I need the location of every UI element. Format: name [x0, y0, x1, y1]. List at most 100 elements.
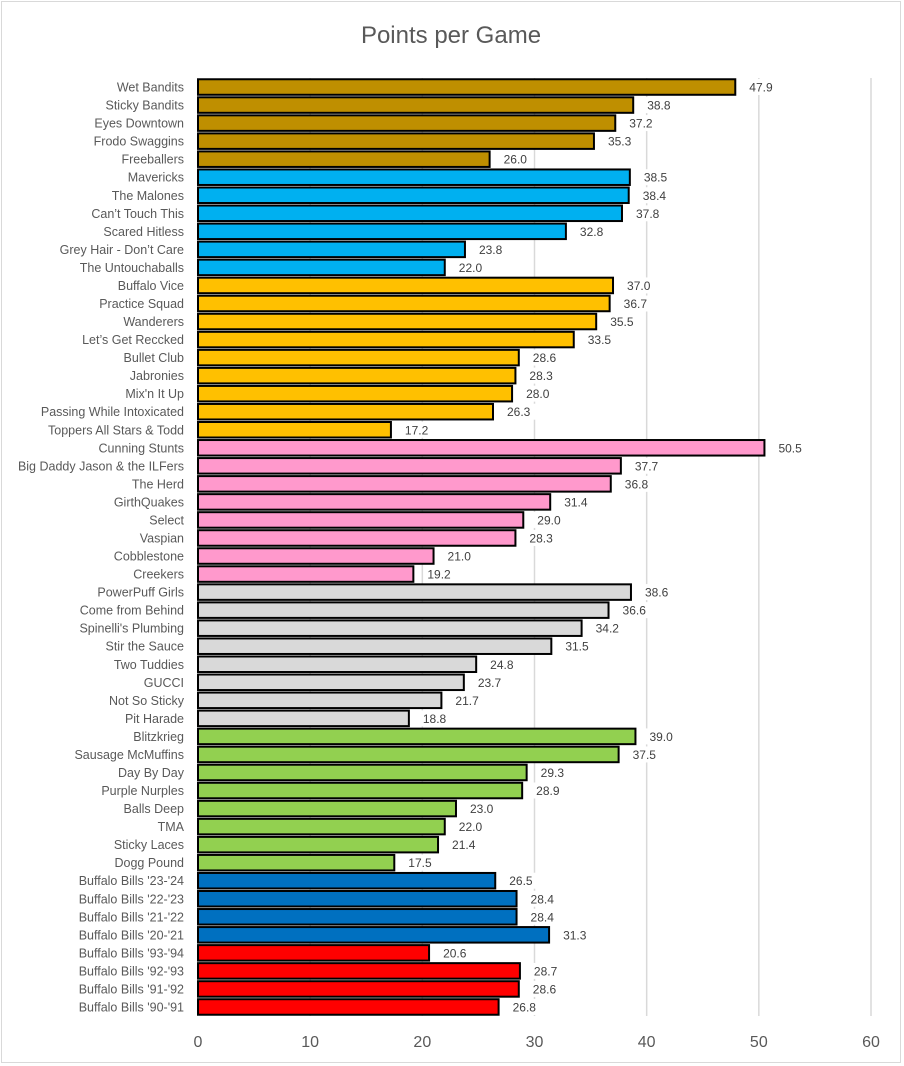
value-label-background [559, 926, 594, 943]
bar [197, 655, 478, 674]
value-label: 37.5 [633, 748, 657, 762]
category-label: Balls Deep [124, 802, 184, 816]
bar [197, 457, 622, 475]
category-label: Spinelli's Plumbing [79, 622, 184, 636]
value-label: 19.2 [427, 568, 451, 582]
x-axis-ticks: 0 10 20 30 40 50 60 [194, 1034, 880, 1051]
value-label-background [620, 475, 655, 492]
category-label: Jabronies [130, 369, 184, 383]
value-label-background [619, 295, 654, 312]
bar [197, 619, 583, 637]
category-label: Cunning Stunts [99, 441, 184, 455]
value-label-background [502, 403, 537, 420]
value-label: 39.0 [649, 730, 673, 744]
category-label: Eyes Downtown [94, 117, 184, 131]
category-label: Grey Hair - Don’t Care [60, 243, 184, 257]
bar [197, 637, 553, 655]
value-label-background [526, 890, 561, 907]
bar [197, 204, 623, 223]
value-label-background [454, 259, 489, 276]
value-label-background [505, 872, 540, 889]
value-label: 17.2 [405, 423, 429, 437]
bar [197, 962, 521, 980]
value-label: 28.6 [533, 982, 557, 996]
category-label: Purple Nurples [101, 784, 184, 798]
category-label: Stir the Sauce [105, 640, 184, 654]
bar [197, 475, 612, 493]
value-label-background [536, 764, 571, 781]
value-label: 37.0 [627, 279, 651, 293]
value-label: 23.8 [479, 243, 503, 257]
bar [197, 186, 630, 205]
category-label: Can’t Touch This [91, 207, 184, 221]
value-label: 31.5 [565, 640, 589, 654]
value-label-background [451, 692, 486, 709]
x-tick-label: 0 [194, 1034, 203, 1051]
value-label: 38.4 [643, 189, 667, 203]
value-label-background [418, 710, 453, 727]
value-labels: 47.9 38.8 37.2 35.3 26.0 38.5 38.4 37.8 32.8 23.8… [400, 79, 809, 1015]
value-label: 23.0 [470, 802, 494, 816]
value-label: 32.8 [580, 225, 604, 239]
value-label-background [745, 79, 780, 96]
bar [197, 312, 598, 331]
bar [197, 727, 637, 746]
value-label: 22.0 [459, 261, 483, 275]
bar [197, 853, 396, 872]
category-label: The Untouchaballs [80, 261, 184, 275]
bar [197, 150, 491, 168]
value-label: 18.8 [423, 712, 447, 726]
bar [197, 908, 518, 926]
value-label: 26.3 [507, 405, 531, 419]
value-label-background [526, 908, 561, 925]
category-label: Passing While Intoxicated [41, 405, 184, 419]
value-label-background [603, 133, 638, 150]
bar [197, 511, 525, 529]
value-label: 26.8 [513, 1000, 537, 1014]
value-label: 36.6 [623, 604, 647, 618]
value-label-background [404, 854, 439, 871]
category-label: Buffalo Vice [118, 279, 184, 293]
value-label: 31.3 [563, 928, 587, 942]
value-label-background [645, 728, 680, 745]
category-label: Mix'n It Up [125, 387, 184, 401]
bar [197, 691, 443, 710]
value-label-background [583, 331, 618, 348]
category-label: Creekers [133, 568, 184, 582]
value-label: 17.5 [408, 856, 432, 870]
category-label: Buffalo Bills '20-'21 [79, 928, 184, 942]
category-label: Not So Sticky [109, 694, 185, 708]
bar [197, 889, 518, 908]
category-label: Buffalo Bills '91-'92 [79, 982, 184, 996]
category-label: PowerPuff Girls [97, 586, 184, 600]
value-label-background [473, 674, 508, 691]
bars [197, 78, 766, 1016]
value-label: 21.7 [455, 694, 479, 708]
x-tick-label: 50 [750, 1034, 768, 1051]
bar [197, 222, 567, 241]
bar [197, 673, 465, 692]
value-label-background [630, 457, 665, 474]
bar [197, 835, 440, 854]
category-label: Sticky Laces [114, 838, 184, 852]
x-tick-label: 20 [413, 1034, 431, 1051]
category-label: GirthQuakes [114, 495, 184, 509]
value-label: 38.5 [644, 171, 668, 185]
value-label: 47.9 [749, 81, 773, 95]
bar [197, 384, 514, 403]
bar [197, 493, 552, 511]
category-label: Dogg Pound [114, 856, 184, 870]
category-label: Buffalo Bills '93-'94 [79, 946, 184, 960]
bar [197, 348, 520, 367]
value-label-background [560, 493, 595, 510]
value-label: 37.7 [635, 459, 659, 473]
value-label-background [465, 800, 500, 817]
category-label: Wanderers [123, 315, 184, 329]
bar [197, 709, 410, 728]
value-label-background [508, 998, 543, 1015]
value-label: 36.7 [624, 297, 648, 311]
category-label: TMA [158, 820, 185, 834]
category-label: Bullet Club [124, 351, 184, 365]
bar [197, 763, 528, 782]
category-label: Come from Behind [80, 604, 184, 618]
